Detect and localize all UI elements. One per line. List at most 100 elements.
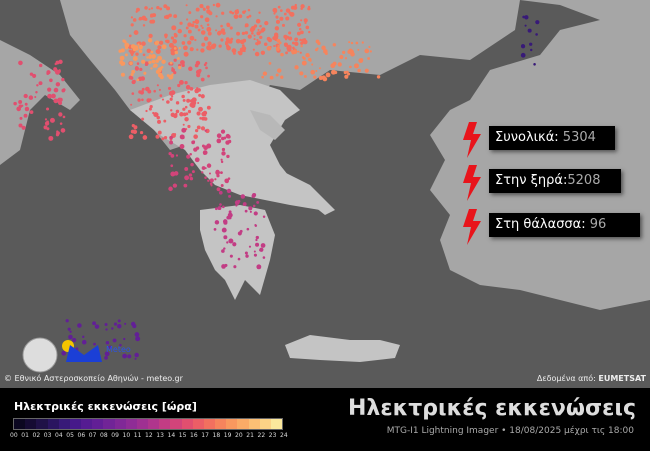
- lightning-strike: [129, 61, 133, 66]
- lightning-strike: [145, 86, 150, 92]
- lightning-strike: [134, 332, 140, 337]
- lightning-strike: [221, 249, 225, 253]
- lightning-strike: [155, 49, 161, 55]
- lightning-strike: [533, 63, 536, 66]
- lightning-strike: [224, 178, 230, 184]
- lightning-strike: [185, 4, 188, 7]
- lightning-strike: [220, 158, 223, 161]
- lightning-strike: [215, 29, 218, 32]
- lightning-strike: [527, 28, 532, 33]
- legend-swatch: [125, 419, 137, 429]
- legend-swatch: [14, 419, 26, 429]
- lightning-strike: [529, 42, 533, 46]
- lightning-strike: [218, 190, 223, 195]
- lightning-strike: [193, 147, 198, 152]
- lightning-strike: [173, 71, 177, 75]
- lightning-strike: [133, 125, 138, 130]
- lightning-strike: [224, 263, 228, 267]
- lightning-strike: [535, 33, 538, 36]
- lightning-strike: [315, 70, 318, 73]
- lightning-strike: [144, 6, 148, 10]
- lightning-strike: [105, 328, 108, 331]
- lightning-strike: [178, 46, 181, 50]
- legend-tick: 02: [32, 432, 41, 439]
- lightning-strike: [179, 144, 185, 149]
- copyright-credit: © Εθνικό Αστεροσκοπείο Αθηνών - meteo.gr: [4, 374, 183, 383]
- stat-sea: Στη θάλασσα: 96: [489, 213, 640, 237]
- lightning-strike: [54, 62, 57, 66]
- legend-swatch: [203, 419, 216, 429]
- legend-tick: 22: [257, 432, 266, 439]
- lightning-strike: [299, 51, 302, 54]
- lightning-strike: [175, 109, 180, 114]
- lightning-strike: [77, 323, 82, 328]
- lightning-strike: [226, 134, 231, 139]
- lightning-strike: [300, 41, 304, 45]
- lightning-strike: [161, 59, 166, 64]
- lightning-strike: [535, 20, 540, 25]
- lightning-strike: [189, 47, 194, 52]
- lightning-strike: [47, 93, 52, 99]
- lightning-strike: [521, 44, 526, 49]
- legend-swatch: [170, 419, 182, 429]
- lightning-strike: [204, 129, 207, 132]
- lightning-strike: [119, 55, 125, 61]
- lightning-strike: [209, 178, 214, 183]
- lightning-strike: [135, 66, 139, 70]
- lightning-strike: [294, 41, 299, 47]
- lightning-strike: [367, 57, 370, 60]
- page-title: Ηλεκτρικές εκκενώσεις: [348, 396, 636, 421]
- lightning-strike: [262, 215, 266, 219]
- lightning-strike: [357, 68, 361, 73]
- lightning-strike: [24, 102, 28, 106]
- lightning-strike: [136, 7, 140, 12]
- lightning-strike: [195, 128, 199, 133]
- legend-swatch: [92, 419, 104, 429]
- lightning-strike: [201, 171, 204, 174]
- lightning-strike: [157, 55, 163, 61]
- lightning-strike: [117, 323, 122, 329]
- lightning-strike: [184, 81, 188, 85]
- lightning-strike: [244, 31, 249, 35]
- lightning-strike: [286, 44, 292, 50]
- lightning-strike: [155, 59, 159, 63]
- legend-tick: 24: [280, 432, 288, 439]
- lightning-strike: [226, 23, 231, 28]
- stat-label: Στη θάλασσα:: [495, 217, 586, 232]
- lightning-strike: [82, 335, 85, 339]
- lightning-strike: [303, 75, 307, 78]
- lightning-strike: [191, 23, 194, 27]
- lightning-strike: [349, 65, 352, 69]
- lightning-strike: [231, 11, 235, 15]
- lightning-strike: [18, 60, 23, 66]
- lightning-strike: [182, 123, 185, 126]
- lightning-strike: [246, 15, 250, 19]
- lightning-strike: [330, 65, 334, 68]
- lightning-strike: [170, 164, 174, 168]
- lightning-strike: [144, 17, 148, 21]
- lightning-strike: [21, 125, 26, 130]
- legend-tick: 19: [223, 432, 232, 439]
- lightning-strike: [119, 343, 122, 347]
- lightning-strike: [254, 51, 260, 57]
- lightning-strike: [166, 6, 171, 11]
- lightning-strike: [133, 30, 139, 35]
- lightning-strike: [203, 36, 209, 41]
- lightning-strike: [53, 87, 59, 93]
- lightning-strike: [127, 354, 132, 359]
- lightning-strike: [47, 87, 52, 92]
- lightning-strike: [236, 8, 239, 12]
- lightning-strike: [123, 337, 126, 341]
- lightning-strike: [161, 137, 165, 141]
- lightning-strike: [190, 162, 194, 167]
- lightning-strike: [179, 21, 183, 25]
- lightning-strike: [530, 48, 533, 52]
- lightning-strike: [138, 90, 142, 94]
- legend-tick: 09: [111, 432, 119, 439]
- lightning-strike: [148, 33, 153, 38]
- lightning-strike: [38, 63, 43, 68]
- stat-value: 5208: [567, 173, 601, 188]
- lightning-strike: [183, 183, 188, 188]
- legend-tick: 17: [201, 432, 209, 439]
- lightning-strike: [222, 205, 225, 209]
